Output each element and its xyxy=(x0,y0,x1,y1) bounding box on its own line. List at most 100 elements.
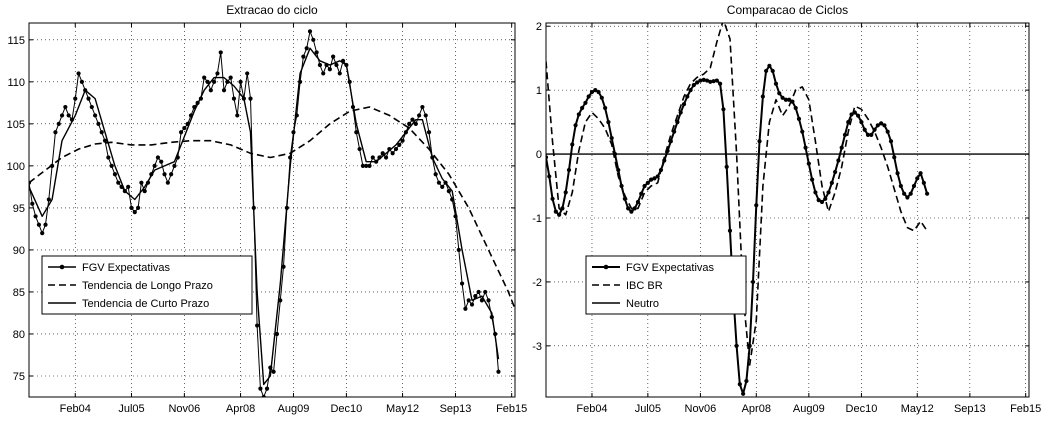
series-point xyxy=(892,155,897,160)
series-point xyxy=(92,113,98,118)
series-point xyxy=(221,88,227,93)
series-point xyxy=(757,139,762,144)
x-tick-label: Jul05 xyxy=(635,403,661,415)
series-point xyxy=(311,37,316,42)
series-point xyxy=(139,180,144,185)
series-point xyxy=(235,113,240,118)
x-tick-label: May12 xyxy=(386,403,419,415)
series-point xyxy=(718,81,723,86)
series-point xyxy=(129,205,134,210)
series-point xyxy=(43,222,48,227)
series-point xyxy=(178,130,184,135)
series-point xyxy=(902,191,907,196)
series-point xyxy=(245,71,250,76)
series-point xyxy=(846,119,851,125)
series-point xyxy=(393,146,399,152)
series-point xyxy=(856,113,861,118)
x-tick-label: Aug09 xyxy=(793,403,825,415)
legend-marker xyxy=(59,264,65,270)
series-point xyxy=(629,209,634,214)
series-point xyxy=(456,247,461,253)
series-point xyxy=(152,163,157,168)
series-point xyxy=(307,29,313,34)
series-point xyxy=(36,222,42,227)
series-point xyxy=(334,62,339,68)
series-point xyxy=(793,105,798,111)
series-point xyxy=(553,209,558,214)
series-point xyxy=(573,123,578,128)
y-tick-label: -1 xyxy=(532,213,542,225)
series-point xyxy=(397,142,402,147)
series-point xyxy=(655,174,660,179)
series-point xyxy=(691,82,696,88)
series-point xyxy=(701,77,706,82)
series-point xyxy=(271,369,276,374)
y-tick-label: -2 xyxy=(532,277,542,289)
series-point xyxy=(33,214,38,219)
series-point xyxy=(116,180,121,185)
x-tick-label: Nov06 xyxy=(168,403,200,415)
x-tick-label: May12 xyxy=(901,403,934,415)
series-point xyxy=(724,164,729,169)
series-point xyxy=(829,180,834,185)
y-tick-label: 100 xyxy=(7,161,25,173)
series-point xyxy=(879,121,884,126)
series-point xyxy=(783,97,788,102)
series-point xyxy=(767,63,772,68)
series-point xyxy=(102,138,108,143)
series-point xyxy=(205,79,210,84)
series-point xyxy=(869,132,874,137)
series-point xyxy=(819,199,825,205)
series-point xyxy=(681,102,687,107)
series-point xyxy=(599,95,604,100)
series-point xyxy=(826,190,831,195)
series-point xyxy=(566,167,572,173)
series-point xyxy=(711,79,716,84)
series-point xyxy=(842,132,848,137)
series-point xyxy=(165,180,170,185)
series-point xyxy=(908,191,913,196)
series-point xyxy=(698,78,703,83)
y-tick-label: 2 xyxy=(536,21,542,33)
series-point xyxy=(777,91,782,96)
series-point xyxy=(63,104,68,110)
series-point xyxy=(410,117,415,122)
series-point xyxy=(172,163,177,168)
series-point xyxy=(921,180,926,185)
chart-comparacao-de-ciclos: Feb04 Jul05 Nov06 Apr08 Aug09 Dec10 May12 Sep13… xyxy=(532,3,1041,415)
series-point xyxy=(446,188,451,194)
series-point xyxy=(632,206,637,211)
series-point xyxy=(882,123,887,128)
series-point xyxy=(688,88,693,93)
y-tick-label: 75 xyxy=(13,371,25,383)
chart-title: Extracao do ciclo xyxy=(226,3,318,17)
series-point xyxy=(550,196,555,201)
series-point xyxy=(364,163,369,168)
plot-area xyxy=(546,23,1029,397)
series-point xyxy=(770,68,775,74)
series-line-0 xyxy=(29,30,499,397)
legend-label-2: Tendencia de Curto Prazo xyxy=(82,298,209,310)
y-tick-label: 90 xyxy=(13,245,25,257)
series-point xyxy=(390,151,395,156)
x-tick-label: Aug09 xyxy=(278,403,310,415)
series-point xyxy=(918,171,923,176)
series-point xyxy=(327,67,332,72)
series-point xyxy=(678,110,683,115)
series-point xyxy=(317,62,323,68)
series-point xyxy=(576,112,581,117)
series-point xyxy=(905,195,910,200)
series-point xyxy=(301,54,306,59)
series-point xyxy=(862,127,867,132)
series-point xyxy=(370,155,375,160)
series-point xyxy=(407,121,412,126)
legend-label-0: FGV Expectativas xyxy=(626,262,715,274)
series-point xyxy=(760,94,765,99)
series-point xyxy=(806,161,811,166)
legend-box xyxy=(41,255,253,315)
x-tick-label: Feb04 xyxy=(60,403,91,415)
x-tick-label: Feb15 xyxy=(496,403,527,415)
series-point xyxy=(417,113,422,118)
x-tick-label: Jul05 xyxy=(118,403,144,415)
series-point xyxy=(911,183,917,189)
